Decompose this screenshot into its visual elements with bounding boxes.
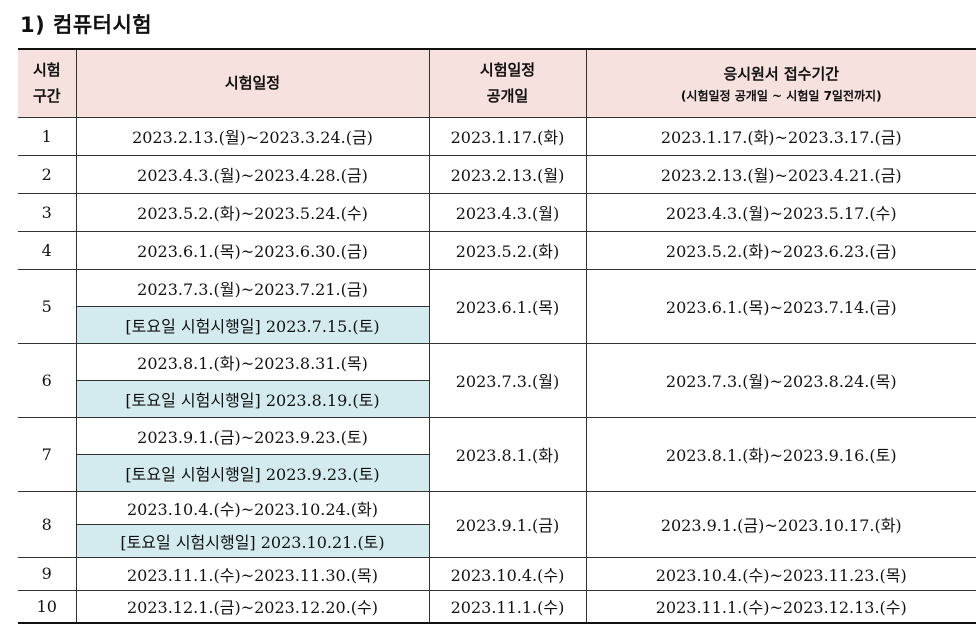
exam-schedule: 2023.2.13.(월)~2023.3.24.(금) — [75, 116, 430, 156]
header-exam-period: 시험 구간 — [18, 48, 77, 118]
announce-date: 2023.9.1.(금) — [428, 490, 587, 558]
application-period: 2023.6.1.(목)~2023.7.14.(금) — [585, 268, 976, 344]
period-number: 6 — [18, 342, 77, 418]
period-number: 4 — [18, 230, 77, 270]
announce-date: 2023.8.1.(화) — [428, 416, 587, 492]
exam-schedule: 2023.7.3.(월)~2023.7.21.(금) — [75, 268, 430, 307]
header-exam-period-line2: 구간 — [32, 87, 61, 106]
exam-schedule: 2023.12.1.(금)~2023.12.20.(수) — [75, 589, 430, 624]
table-row: 10 2023.12.1.(금)~2023.12.20.(수) 2023.11.… — [18, 589, 976, 624]
table-subrow: [토요일 시험시행일] 2023.9.23.(토) — [18, 453, 976, 492]
exam-schedule: 2023.11.1.(수)~2023.11.30.(목) — [75, 556, 430, 591]
announce-date: 2023.1.17.(화) — [428, 116, 587, 156]
exam-schedule: 2023.6.1.(목)~2023.6.30.(금) — [75, 230, 430, 270]
table-row: 3 2023.5.2.(화)~2023.5.24.(수) 2023.4.3.(월… — [18, 192, 976, 232]
period-number: 8 — [18, 490, 77, 558]
table-row: 2 2023.4.3.(월)~2023.4.28.(금) 2023.2.13.(… — [18, 154, 976, 194]
application-period: 2023.7.3.(월)~2023.8.24.(목) — [585, 342, 976, 418]
announce-date: 2023.7.3.(월) — [428, 342, 587, 418]
exam-schedule: 2023.8.1.(화)~2023.8.31.(목) — [75, 342, 430, 381]
period-number: 9 — [18, 556, 77, 591]
exam-schedule-table: 시험 구간 시험일정 시험일정 공개일 응시원서 접수기간 (시험일정 공개일 … — [18, 48, 976, 624]
table-subrow: [토요일 시험시행일] 2023.7.15.(토) — [18, 305, 976, 344]
announce-date: 2023.10.4.(수) — [428, 556, 587, 591]
application-period: 2023.8.1.(화)~2023.9.16.(토) — [585, 416, 976, 492]
exam-schedule: 2023.4.3.(월)~2023.4.28.(금) — [75, 154, 430, 194]
application-period: 2023.1.17.(화)~2023.3.17.(금) — [585, 116, 976, 156]
announce-date: 2023.11.1.(수) — [428, 589, 587, 624]
table-row: 9 2023.11.1.(수)~2023.11.30.(목) 2023.10.4… — [18, 556, 976, 591]
application-period: 2023.11.1.(수)~2023.12.13.(수) — [585, 589, 976, 624]
exam-schedule: 2023.5.2.(화)~2023.5.24.(수) — [75, 192, 430, 232]
period-number: 10 — [18, 589, 77, 624]
announce-date: 2023.4.3.(월) — [428, 192, 587, 232]
saturday-exam-date: [토요일 시험시행일] 2023.8.19.(토) — [76, 379, 429, 418]
table-row: 4 2023.6.1.(목)~2023.6.30.(금) 2023.5.2.(화… — [18, 230, 976, 270]
application-period: 2023.5.2.(화)~2023.6.23.(금) — [585, 230, 976, 270]
period-number: 2 — [18, 154, 77, 194]
table-row: 1 2023.2.13.(월)~2023.3.24.(금) 2023.1.17.… — [18, 116, 976, 156]
application-period: 2023.4.3.(월)~2023.5.17.(수) — [585, 192, 976, 232]
header-exam-schedule: 시험일정 — [75, 48, 430, 118]
table-row: 8 2023.10.4.(수)~2023.10.24.(화) 2023.9.1.… — [18, 490, 976, 558]
table-row: 5 2023.7.3.(월)~2023.7.21.(금) 2023.6.1.(목… — [18, 268, 976, 344]
application-period: 2023.2.13.(월)~2023.4.21.(금) — [585, 154, 976, 194]
period-number: 3 — [18, 192, 77, 232]
announce-date: 2023.5.2.(화) — [428, 230, 587, 270]
period-number: 7 — [18, 416, 77, 492]
table-header-row: 시험 구간 시험일정 시험일정 공개일 응시원서 접수기간 (시험일정 공개일 … — [18, 48, 976, 118]
header-application-line2: (시험일정 공개일 ~ 시험일 7일전까지) — [680, 89, 882, 104]
period-number: 1 — [18, 116, 77, 156]
header-announce-line1: 시험일정 — [479, 61, 536, 80]
section-heading: 1) 컴퓨터시험 — [20, 13, 153, 37]
table-subrow: [토요일 시험시행일] 2023.8.19.(토) — [18, 379, 976, 418]
table-row: 6 2023.8.1.(화)~2023.8.31.(목) 2023.7.3.(월… — [18, 342, 976, 418]
exam-schedule: 2023.9.1.(금)~2023.9.23.(토) — [75, 416, 430, 455]
period-number: 5 — [18, 268, 77, 344]
exam-schedule: 2023.10.4.(수)~2023.10.24.(화) — [75, 490, 430, 525]
header-announce-date: 시험일정 공개일 — [428, 48, 587, 118]
saturday-exam-date: [토요일 시험시행일] 2023.7.15.(토) — [76, 305, 429, 344]
saturday-exam-date: [토요일 시험시행일] 2023.10.21.(토) — [76, 523, 429, 558]
table-row: 7 2023.9.1.(금)~2023.9.23.(토) 2023.8.1.(화… — [18, 416, 976, 492]
application-period: 2023.9.1.(금)~2023.10.17.(화) — [585, 490, 976, 558]
table-subrow: [토요일 시험시행일] 2023.10.21.(토) — [18, 523, 976, 558]
header-exam-period-line1: 시험 — [32, 61, 61, 80]
header-application-line1: 응시원서 접수기간 — [723, 65, 840, 84]
header-announce-line2: 공개일 — [486, 87, 529, 106]
saturday-exam-date: [토요일 시험시행일] 2023.9.23.(토) — [76, 453, 429, 492]
header-application-period: 응시원서 접수기간 (시험일정 공개일 ~ 시험일 7일전까지) — [585, 48, 976, 118]
announce-date: 2023.2.13.(월) — [428, 154, 587, 194]
application-period: 2023.10.4.(수)~2023.11.23.(목) — [585, 556, 976, 591]
announce-date: 2023.6.1.(목) — [428, 268, 587, 344]
